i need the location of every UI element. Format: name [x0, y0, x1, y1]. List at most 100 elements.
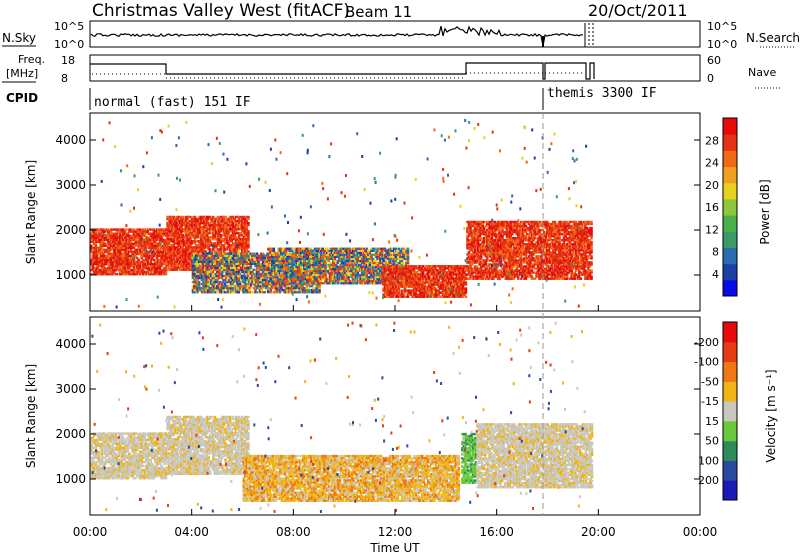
data-cell	[237, 291, 240, 293]
data-cell	[294, 282, 297, 284]
cpid-label: CPID	[6, 91, 38, 105]
data-cell	[349, 280, 352, 282]
data-cell	[110, 249, 113, 251]
data-cell	[318, 291, 321, 293]
data-cell	[263, 291, 266, 293]
data-cell	[198, 281, 201, 283]
data-cell	[276, 291, 279, 293]
data-cell	[223, 250, 226, 252]
data-cell	[193, 291, 196, 293]
data-cell	[318, 285, 321, 287]
date-label: 20/Oct/2011	[588, 1, 688, 20]
data-cell	[241, 267, 244, 269]
data-cell	[247, 242, 250, 244]
data-cell	[111, 273, 114, 275]
data-cell	[156, 239, 159, 241]
nsky-tick-top: 10^5	[54, 20, 84, 33]
data-cell	[390, 265, 393, 267]
freq-unit-label: [MHz]	[6, 67, 38, 80]
data-cell	[136, 273, 139, 275]
data-cell	[273, 248, 276, 250]
data-cell	[279, 291, 282, 293]
data-cell	[312, 291, 315, 293]
data-cell	[361, 282, 364, 284]
data-cell	[136, 249, 139, 251]
data-cell	[233, 281, 236, 283]
data-cell	[407, 256, 410, 258]
nsearch-tick-top: 10^5	[707, 20, 737, 33]
data-cell	[125, 228, 128, 230]
data-cell	[259, 291, 262, 293]
nave-tick-bottom: 0	[707, 72, 714, 85]
data-cell	[239, 281, 242, 283]
data-cell	[139, 263, 142, 265]
freq-label: Freq.	[18, 53, 45, 66]
data-cell	[334, 282, 337, 284]
data-cell	[237, 267, 240, 269]
data-cell	[189, 228, 192, 230]
data-cell	[215, 250, 218, 252]
data-cell	[330, 272, 333, 274]
data-cell	[253, 269, 256, 271]
data-cell	[369, 264, 372, 266]
data-cell	[214, 220, 217, 222]
data-cell	[247, 250, 250, 252]
data-cell	[323, 282, 326, 284]
data-cell	[324, 264, 327, 266]
data-cell	[191, 242, 194, 244]
data-cell	[391, 296, 394, 298]
nsky-panel: N.Sky 10^5 10^0 10^5 10^0 N.Search	[2, 20, 800, 51]
data-cell	[385, 283, 388, 285]
freq-series-line	[90, 63, 594, 79]
freq-panel: Freq. [MHz] 18 8 60 0 Nave	[2, 53, 780, 88]
data-cell	[197, 234, 200, 236]
data-cell	[324, 272, 327, 274]
data-cell	[405, 285, 408, 287]
data-cell	[247, 230, 250, 232]
data-cell	[212, 291, 215, 293]
data-cell	[199, 267, 202, 269]
data-cell	[385, 296, 388, 298]
data-cell	[247, 222, 250, 224]
nsearch-tick-bottom: 10^0	[707, 38, 737, 51]
data-cell	[251, 291, 254, 293]
data-cell	[231, 291, 234, 293]
data-cell	[165, 273, 168, 275]
nave-tick-top: 60	[707, 54, 721, 67]
cpid-segment-normal: normal (fast) 151 IF	[94, 95, 251, 110]
freq-frame	[90, 55, 700, 81]
data-cell	[407, 248, 410, 250]
data-cell	[276, 282, 279, 284]
scatter-region	[90, 228, 167, 275]
data-cell	[221, 234, 224, 236]
data-cell	[286, 254, 289, 256]
freq-tick-top: 18	[61, 54, 75, 67]
data-cell	[145, 273, 148, 275]
data-cell	[376, 282, 379, 284]
data-cell	[402, 296, 405, 298]
data-cell	[209, 248, 212, 250]
data-cell	[337, 282, 340, 284]
data-cell	[308, 291, 311, 293]
data-cell	[402, 248, 405, 250]
data-cell	[280, 272, 283, 274]
data-cell	[263, 257, 266, 259]
scatter-region	[382, 265, 467, 298]
data-cell	[343, 256, 346, 258]
data-cell	[166, 269, 169, 271]
data-cell	[298, 291, 301, 293]
data-cell	[160, 273, 163, 275]
beam-label: Beam 11	[345, 3, 412, 21]
data-cell	[280, 280, 283, 282]
data-cell	[153, 255, 156, 257]
data-cell	[116, 233, 119, 235]
nave-label: Nave	[748, 66, 776, 79]
data-cell	[125, 239, 128, 241]
data-cell	[286, 282, 289, 284]
data-cell	[182, 216, 185, 218]
data-cell	[212, 273, 215, 275]
data-cell	[268, 260, 271, 262]
freq-tick-bottom: 8	[61, 72, 68, 85]
